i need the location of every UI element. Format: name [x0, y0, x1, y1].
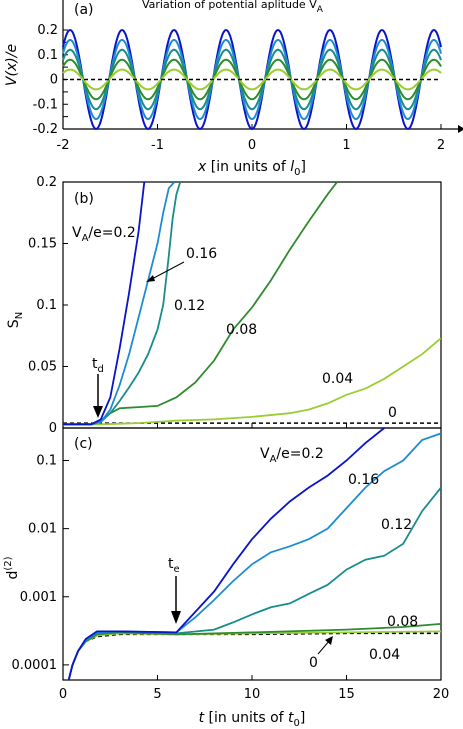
panel-b-y-tick-label: 0.15	[28, 237, 57, 252]
panel-a-y-tick-label: -0.2	[33, 122, 58, 137]
panel-c-series	[67, 428, 441, 680]
panel-c-pointer-0-arrow-icon	[325, 636, 333, 645]
panel-b-y-tick-label: 0.2	[36, 175, 57, 190]
panel-b-td-arrow-icon	[93, 406, 103, 418]
panel-c-x-tick-label: 0	[59, 687, 67, 702]
panel-c-y-tick-label: 0.0001	[12, 658, 58, 673]
panel-c-y-label: d(2)	[3, 556, 21, 579]
panel-c-x-tick-label: 5	[153, 687, 161, 702]
panel-c-annotation-0.12: 0.12	[381, 517, 412, 533]
panel-b-annotation-0.12: 0.12	[174, 298, 205, 314]
panel-c-te-arrow-icon	[171, 611, 181, 624]
panel-a-x-axis-arrow-icon	[458, 125, 463, 133]
panel-b-y-tick-label: 0.1	[36, 298, 57, 313]
panel-b-series-0.2	[63, 182, 146, 426]
panel-a-x-tick-label: 1	[342, 138, 350, 153]
panel-c-y-ticks: 0.0001 0.001 0.01 0.1	[12, 454, 69, 673]
panel-b-series	[63, 182, 441, 426]
panel-a-y-tick-label: 0	[50, 73, 58, 88]
panel-b-series-0.04	[63, 337, 441, 426]
panel-a-y-ticks: -0.2 -0.1 0 0.1 0.2	[33, 23, 68, 137]
panel-a-x-ticks: -2 -1 0 1 2	[57, 124, 445, 153]
panel-c-series-0.16	[67, 432, 441, 680]
panel-c-x-tick-label: 15	[338, 687, 355, 702]
panel-b-y-tick-label: 0.05	[28, 360, 57, 375]
panel-b-series-0.16	[63, 182, 176, 426]
panel-a-x-tick-label: -1	[151, 138, 164, 153]
panel-b-y-ticks: 0 0.05 0.1 0.15 0.2	[28, 175, 347, 436]
panel-c-series-0.2	[67, 428, 387, 680]
panel-b-pointer-0.16-arrow-icon	[146, 275, 155, 282]
panel-b-label: (b)	[74, 191, 94, 207]
panel-a-y-tick-label: 0.2	[37, 23, 58, 38]
panel-a-label: (a)	[74, 2, 94, 18]
panel-b-annotation-td: td	[92, 356, 104, 375]
panel-b-pointer-0.16	[149, 261, 185, 281]
panel-a-y-tick-label: -0.1	[33, 97, 58, 112]
panel-a-series-0.2	[62, 29, 442, 131]
panel-b-annotation-0.08: 0.08	[226, 322, 257, 338]
panel-a-x-tick-label: 2	[437, 138, 445, 153]
panel-a-series-0.16	[62, 39, 442, 121]
panel-c-annotation-0.16: 0.16	[348, 472, 379, 488]
panel-b-frame	[62, 181, 442, 429]
panel-b-y-tick-label: 0	[49, 421, 57, 436]
panel-a-series-0.04	[62, 68, 442, 91]
panel-a-x-tick-label: -2	[57, 138, 70, 153]
panel-b: 0 0.05 0.1 0.15 0.2 (b) SN VA/e=0.2 0.16 0.1…	[6, 175, 442, 436]
panel-a-x-tick-label: 0	[248, 138, 256, 153]
panel-a-y-label: V(x)/e	[4, 44, 20, 86]
panel-c-x-label: t [in units of t0]	[199, 710, 306, 729]
panel-b-annotation-0.16: 0.16	[186, 246, 217, 262]
panel-a-series-0.12	[62, 48, 442, 111]
panel-c-frame	[62, 427, 442, 681]
panel-c-x-ticks: 0 5 10 15 20	[59, 675, 449, 702]
panel-c-annotation-0: 0	[309, 655, 318, 671]
panel-c-annotation-0.08: 0.08	[387, 614, 418, 630]
panel-c-y-tick-label: 0.01	[28, 522, 57, 537]
panel-c-annotation-0.04: 0.04	[369, 647, 400, 663]
panel-a-y-tick-label: 0.1	[37, 48, 58, 63]
panel-c-annotation-te: te	[168, 556, 180, 575]
panel-b-annotation-va: VA/e=0.2	[72, 225, 136, 244]
panel-b-annotation-0.04: 0.04	[322, 371, 353, 387]
panel-a-series	[62, 29, 442, 131]
panel-a: -0.2 -0.1 0 0.1 0.2 -2 -1 0 1 2 (a) Variation of…	[4, 0, 463, 178]
panel-c-x-tick-label: 20	[433, 687, 450, 702]
panel-c: 0.0001 0.001 0.01 0.1 0 5 10 15 20 (c) d(2) t […	[3, 427, 449, 729]
panel-a-x-label: x [in units of l0]	[197, 159, 306, 178]
panel-a-title: Variation of potential aplitude VA	[142, 0, 324, 15]
panel-c-annotation-va: VA/e=0.2	[260, 446, 324, 465]
panel-c-x-tick-label: 10	[244, 687, 261, 702]
panel-c-label: (c)	[74, 436, 93, 452]
panel-b-annotation-0: 0	[388, 405, 397, 421]
panel-a-series-0.08	[62, 58, 442, 101]
panel-c-y-tick-label: 0.1	[36, 454, 57, 469]
panel-b-y-label: SN	[6, 312, 25, 328]
panel-c-y-tick-label: 0.001	[20, 590, 57, 605]
